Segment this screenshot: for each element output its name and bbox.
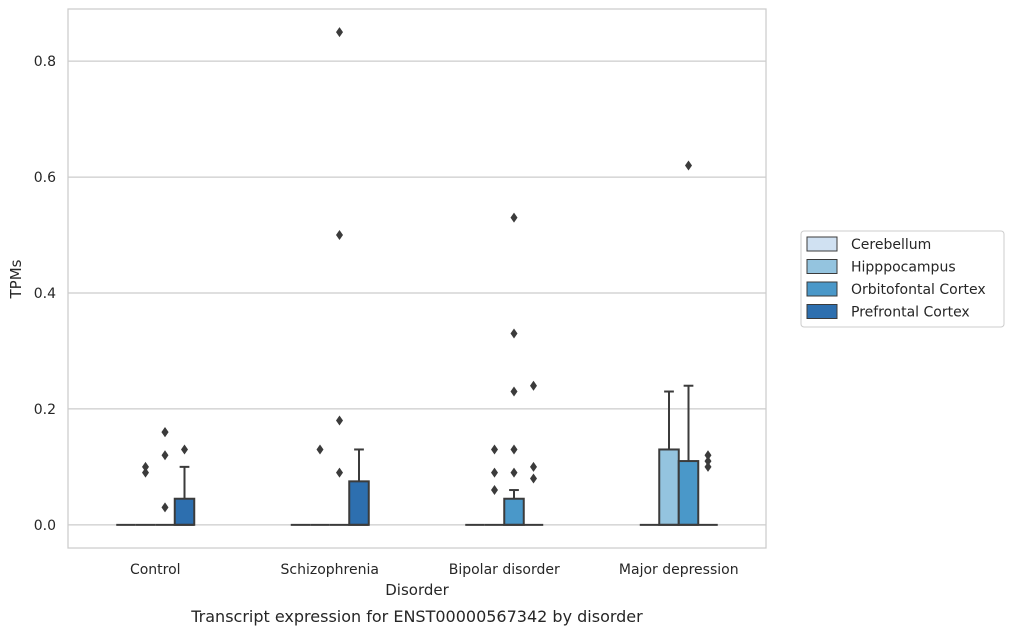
y-tick-label: 0.8: [34, 54, 56, 70]
outlier-point: [142, 467, 149, 478]
outlier-point: [142, 461, 149, 472]
outlier-point: [161, 427, 169, 438]
outlier-point: [491, 444, 498, 455]
plot-area: [67, 8, 767, 549]
box-series: [116, 384, 718, 526]
y-tick-label: 0.4: [34, 286, 56, 302]
legend-swatch: [806, 236, 838, 252]
outlier-point: [530, 461, 537, 472]
legend-label: Prefrontal Cortex: [851, 305, 970, 321]
box-prefrontal-cortex: [173, 465, 196, 526]
x-axis-ticks: Control Schizophrenia Bipolar disorder Majo…: [130, 562, 739, 578]
x-tick-label: Major depression: [619, 562, 739, 578]
outlier-point: [704, 456, 712, 467]
outlier-point: [336, 467, 343, 478]
legend: Cerebellum Hipppocampus Orbitofontal Corte…: [800, 230, 1005, 328]
legend-swatch: [806, 304, 838, 319]
outlier-point: [530, 473, 537, 484]
outlier-point: [336, 415, 343, 426]
outlier-point: [530, 380, 537, 391]
legend-frame: [800, 230, 1005, 328]
legend-label: Orbitofontal Cortex: [851, 282, 986, 298]
outlier-point: [316, 444, 324, 455]
outlier-points: [142, 27, 712, 513]
y-tick-label: 0.0: [34, 518, 56, 534]
box: [503, 497, 525, 526]
outlier-point: [336, 230, 343, 241]
outlier-point: [510, 386, 518, 397]
legend-label: Hipppocampus: [851, 260, 956, 276]
outlier-point: [510, 444, 518, 455]
legend-label: Cerebellum: [851, 237, 931, 253]
box: [348, 480, 370, 526]
outlier-point: [181, 444, 188, 455]
outlier-point: [161, 450, 169, 461]
outlier-point: [336, 27, 343, 38]
box: [677, 460, 700, 526]
box-orbitofontal-cortex: [677, 384, 700, 526]
outlier-point: [491, 485, 498, 496]
y-axis-title: TPMs: [7, 259, 25, 299]
x-axis-title: Disorder: [385, 581, 449, 599]
box-orbitofontal-cortex: [503, 489, 525, 526]
outlier-point: [510, 212, 518, 223]
box-prefrontal-cortex: [348, 448, 370, 526]
outlier-point: [685, 160, 692, 171]
x-tick-label: Bipolar disorder: [449, 562, 560, 578]
legend-swatch: [806, 281, 838, 297]
outlier-point: [491, 467, 498, 478]
box: [658, 448, 680, 526]
outlier-point: [510, 467, 518, 478]
outlier-point: [704, 461, 712, 472]
y-tick-label: 0.6: [34, 170, 56, 186]
legend-swatch: [806, 259, 838, 274]
chart-caption: Transcript expression for ENST0000056734…: [190, 607, 643, 626]
outlier-point: [161, 502, 169, 513]
box: [173, 497, 196, 526]
x-tick-label: Control: [130, 562, 181, 578]
y-axis-ticks: 0.0 0.2 0.4 0.6 0.8: [34, 54, 56, 534]
x-tick-label: Schizophrenia: [281, 562, 379, 578]
outlier-point: [704, 450, 712, 461]
y-tick-label: 0.2: [34, 402, 56, 418]
box-hipppocampus: [658, 390, 680, 526]
outlier-point: [510, 328, 518, 339]
